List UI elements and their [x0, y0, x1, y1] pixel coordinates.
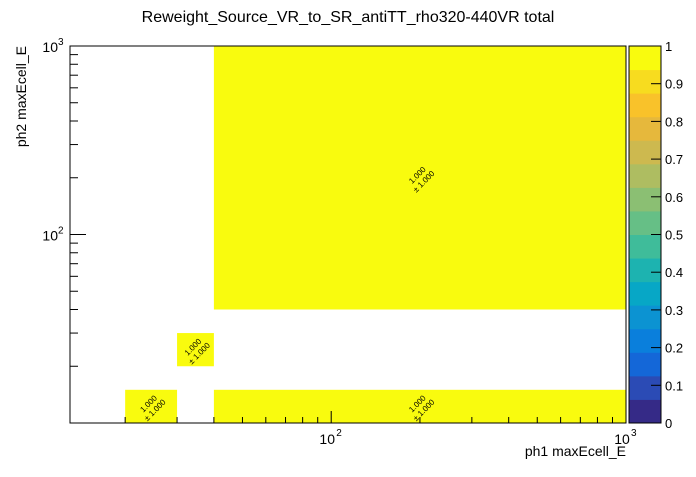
y-tick-label-exponent: 3 — [58, 37, 64, 48]
colorbar-segment — [629, 305, 661, 330]
y-tick-label: 10 — [42, 39, 58, 55]
colorbar-tick-label: 0.5 — [665, 228, 683, 243]
color-scale-bar — [628, 45, 662, 424]
x-tick-label-exponent: 2 — [336, 428, 342, 439]
x-axis-tick-labels: 10 2 10 3 — [319, 428, 637, 447]
colorbar-tick-label: 0 — [665, 416, 672, 431]
x-axis-label: ph1 maxEcell_E — [525, 443, 626, 459]
y-axis-ticks — [70, 45, 86, 424]
colorbar-tick-label: 0.1 — [665, 378, 683, 393]
colorbar-tick-label: 0.6 — [665, 190, 683, 205]
colorbar-tick-label: 0.7 — [665, 152, 683, 167]
heatmap-cells — [125, 46, 626, 423]
color-scale-labels: 0 0.1 0.2 0.3 0.4 0.5 0.6 0.7 0.8 0.9 1 — [651, 39, 683, 431]
colorbar-segment — [629, 328, 661, 353]
y-tick-label: 10 — [42, 228, 58, 244]
colorbar-segment — [629, 375, 661, 400]
colorbar-tick-label: 0.3 — [665, 303, 683, 318]
colorbar-tick-label: 1 — [665, 39, 672, 54]
chart-title: Reweight_Source_VR_to_SR_antiTT_rho320-4… — [142, 9, 555, 26]
x-tick-label: 10 — [319, 431, 335, 447]
colorbar-segment — [629, 46, 661, 71]
colorbar-segment — [629, 140, 661, 165]
colorbar-segment — [629, 258, 661, 283]
colorbar-segment — [629, 187, 661, 212]
x-tick-label-exponent: 3 — [631, 428, 637, 439]
colorbar-segment — [629, 399, 661, 424]
y-tick-label-exponent: 2 — [58, 226, 64, 237]
colorbar-segment — [629, 210, 661, 235]
colorbar-segment — [629, 69, 661, 94]
heatmap-cell — [125, 389, 178, 423]
x-tick-label: 10 — [614, 431, 630, 447]
colorbar-tick-label: 0.4 — [665, 265, 683, 280]
y-axis-label: ph2 maxEcell_E — [13, 46, 29, 147]
colorbar-segment — [629, 116, 661, 141]
x-axis-ticks — [124, 411, 627, 423]
heatmap-cell — [213, 46, 626, 310]
colorbar-segment — [629, 163, 661, 188]
colorbar-tick-label: 0.8 — [665, 114, 683, 129]
colorbar-segment — [629, 93, 661, 118]
colorbar-segment — [629, 352, 661, 377]
colorbar-segment — [629, 281, 661, 306]
colorbar-segment — [629, 234, 661, 259]
heatmap-cell — [177, 333, 214, 367]
colorbar-tick-label: 0.9 — [665, 77, 683, 92]
colorbar-tick-label: 0.2 — [665, 341, 683, 356]
